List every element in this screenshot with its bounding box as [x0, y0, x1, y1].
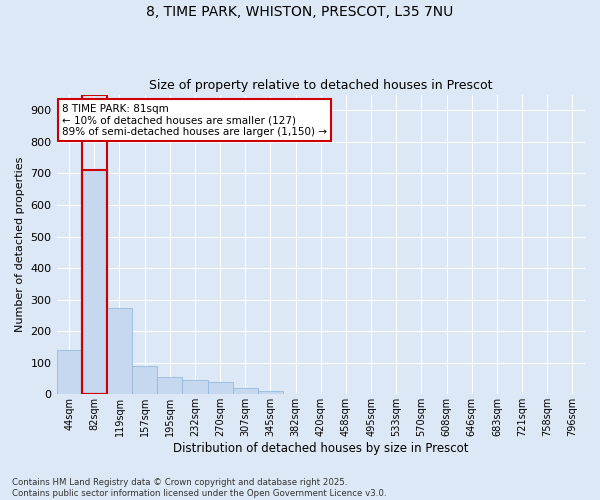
Text: Contains HM Land Registry data © Crown copyright and database right 2025.
Contai: Contains HM Land Registry data © Crown c…	[12, 478, 386, 498]
Bar	[208, 382, 233, 394]
X-axis label: Distribution of detached houses by size in Prescot: Distribution of detached houses by size …	[173, 442, 469, 455]
Bar	[157, 377, 182, 394]
Bar	[233, 388, 258, 394]
Bar	[56, 350, 82, 395]
Y-axis label: Number of detached properties: Number of detached properties	[15, 156, 25, 332]
Bar	[107, 308, 132, 394]
Text: 8, TIME PARK, WHISTON, PRESCOT, L35 7NU: 8, TIME PARK, WHISTON, PRESCOT, L35 7NU	[146, 5, 454, 19]
Bar	[182, 380, 208, 394]
Text: 8 TIME PARK: 81sqm
← 10% of detached houses are smaller (127)
89% of semi-detach: 8 TIME PARK: 81sqm ← 10% of detached hou…	[62, 104, 327, 136]
Title: Size of property relative to detached houses in Prescot: Size of property relative to detached ho…	[149, 79, 493, 92]
Bar	[82, 170, 107, 394]
Bar	[258, 391, 283, 394]
Bar	[132, 366, 157, 394]
